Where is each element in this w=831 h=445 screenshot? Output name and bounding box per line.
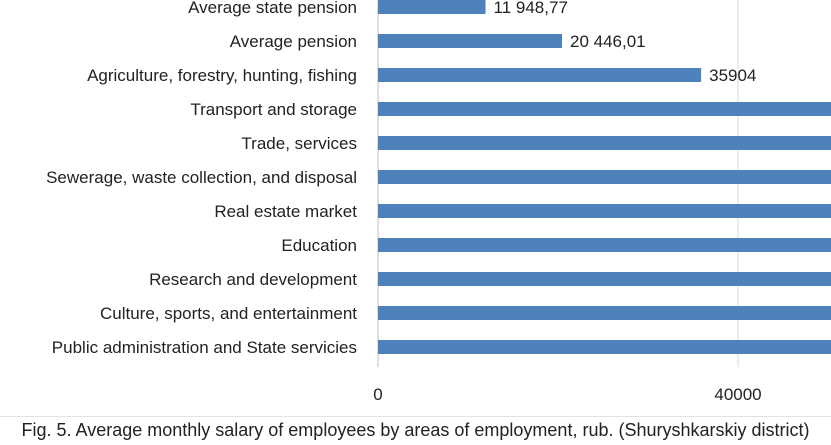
category-label: Research and development [149, 270, 357, 289]
x-tick-label: 40000 [714, 385, 761, 404]
x-axis-tick-labels: 04000080000120000 [373, 385, 761, 404]
figure-caption: Fig. 5. Average monthly salary of employ… [21, 420, 810, 440]
bars [378, 0, 831, 354]
category-label: Culture, sports, and entertainment [100, 304, 357, 323]
category-label: Agriculture, forestry, hunting, fishing [87, 66, 357, 85]
bar [378, 102, 831, 116]
bar [378, 272, 831, 286]
category-label: Sewerage, waste collection, and disposal [46, 168, 357, 187]
bar [378, 306, 831, 320]
bar [378, 204, 831, 218]
category-label: Trade, services [241, 134, 357, 153]
bar [378, 238, 831, 252]
bar [378, 170, 831, 184]
bar [378, 136, 831, 150]
bar [378, 68, 702, 82]
category-label: Transport and storage [190, 100, 357, 119]
category-label: Average pension [230, 32, 357, 51]
category-labels: Average state pension Average pension Agri… [46, 0, 357, 357]
value-label: 35904 [709, 66, 756, 85]
category-label: Public administration and State servicie… [52, 338, 357, 357]
value-label: 11 948,77 [494, 0, 568, 17]
category-label: Education [281, 236, 357, 255]
caption-divider [0, 416, 831, 417]
bar-chart: Average state pension Average pension Agri… [46, 0, 831, 404]
bar [378, 0, 486, 14]
value-label: 20 446,01 [570, 32, 646, 51]
bar [378, 340, 831, 354]
bar [378, 34, 563, 48]
category-label: Average state pension [188, 0, 357, 17]
x-tick-label: 0 [373, 385, 382, 404]
category-label: Real estate market [214, 202, 357, 221]
